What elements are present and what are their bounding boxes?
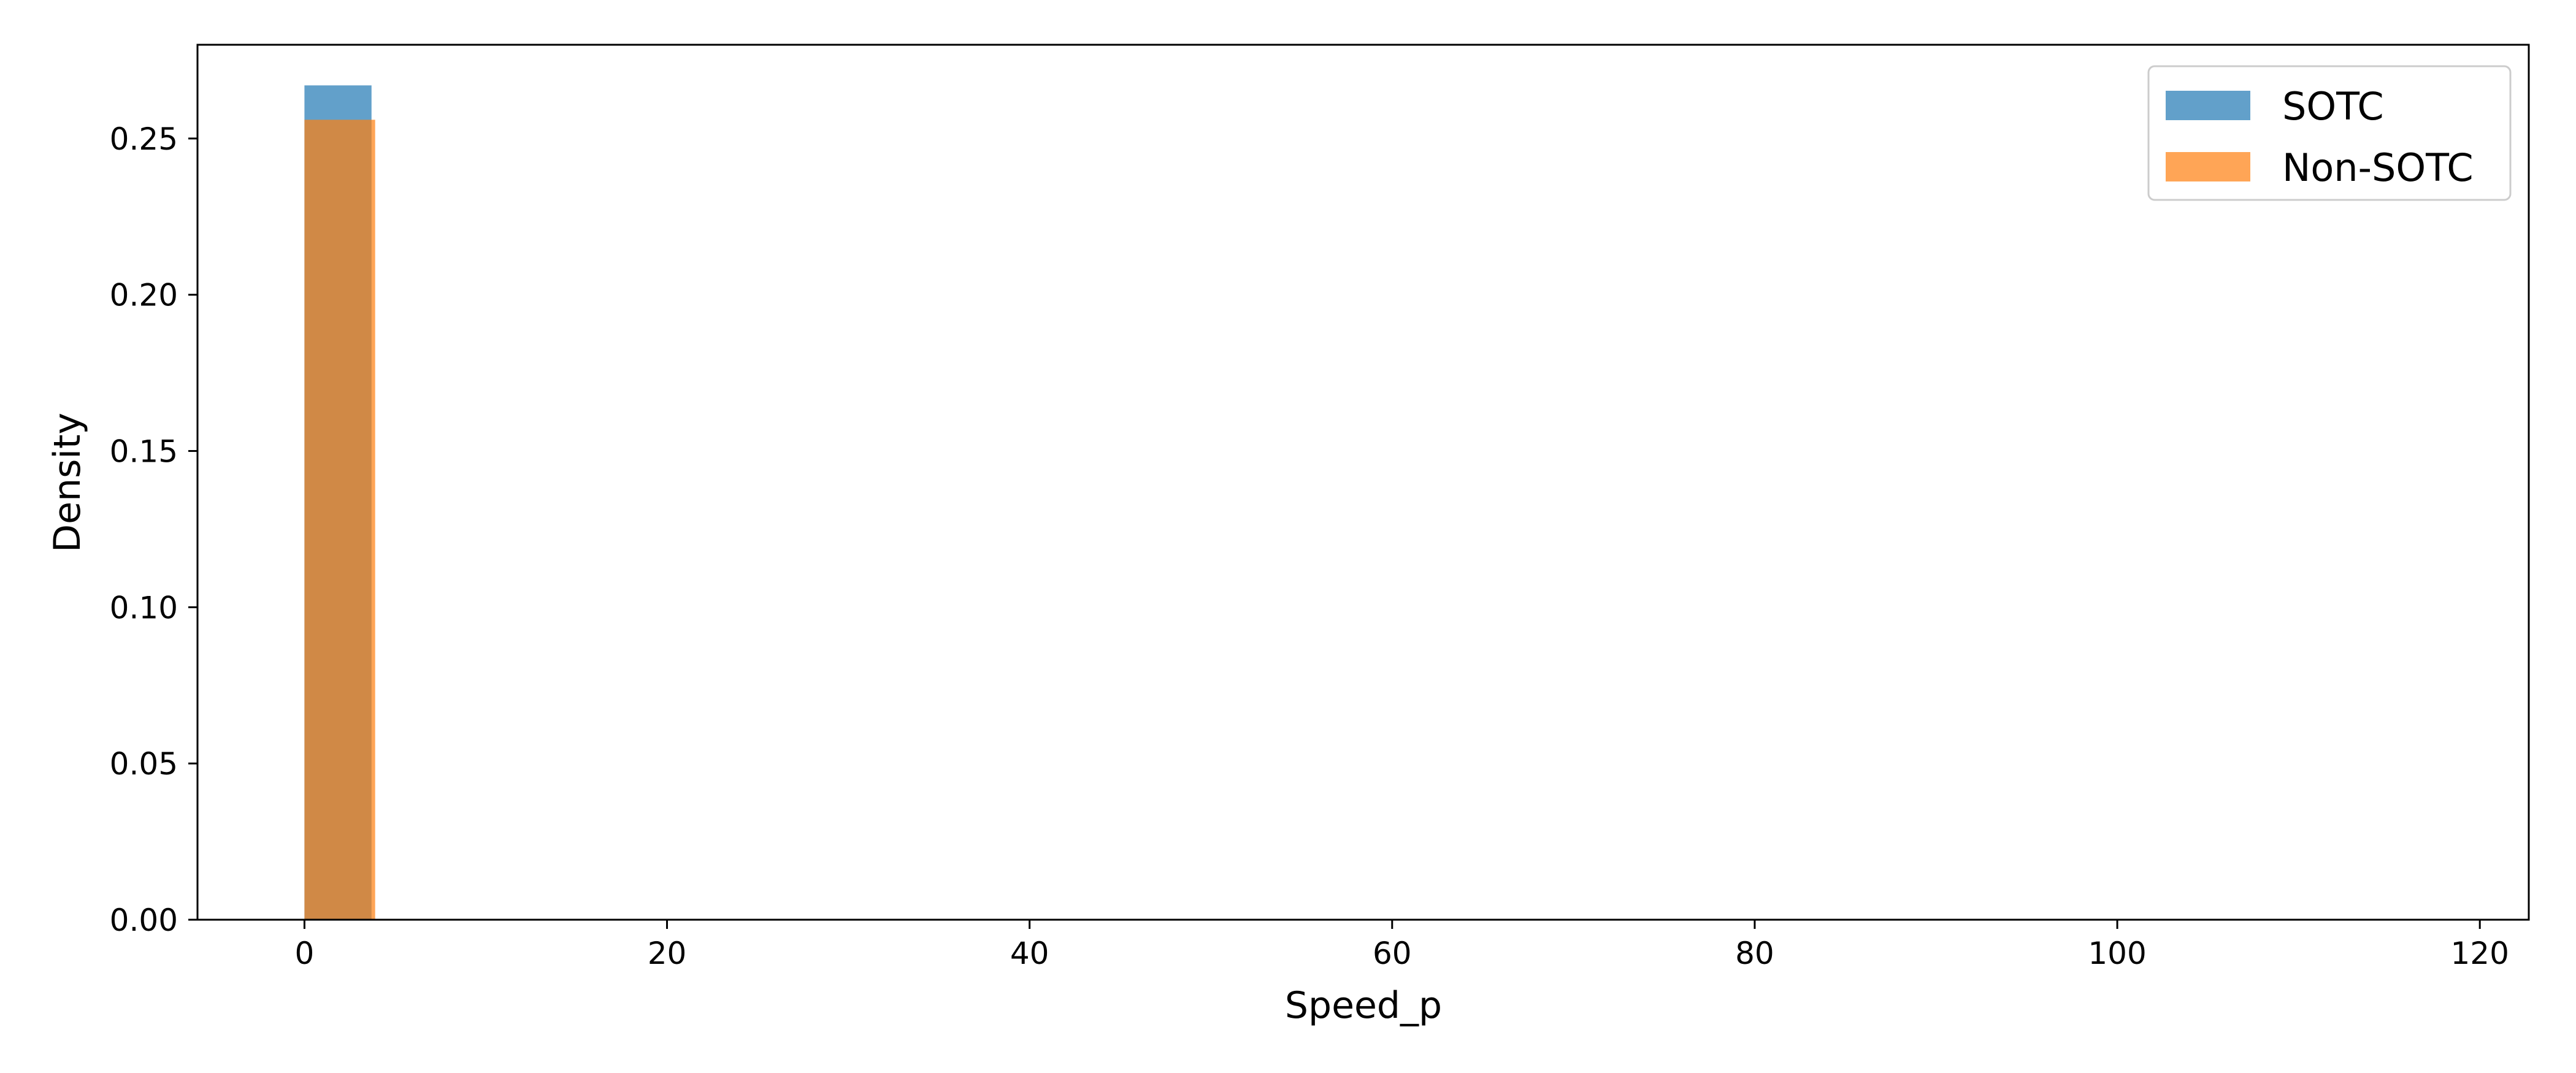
y-axis: 0.00 0.05 0.10 0.15 0.20 0.25 — [110, 121, 197, 938]
legend-swatch-non-sotc — [2166, 152, 2250, 181]
legend-label-non-sotc: Non-SOTC — [2282, 145, 2474, 190]
x-tick-label: 100 — [2088, 936, 2146, 971]
y-tick-label: 0.05 — [110, 746, 178, 782]
plot-frame — [196, 44, 2530, 921]
x-tick-label: 0 — [294, 936, 314, 971]
x-tick-label: 20 — [648, 936, 687, 971]
y-tick-label: 0.25 — [110, 121, 178, 157]
x-axis: 0 20 40 60 80 100 120 — [294, 920, 2509, 971]
y-tick-label: 0.00 — [110, 903, 178, 938]
x-tick-label: 60 — [1373, 936, 1412, 971]
x-axis-label: Speed_p — [1285, 984, 1442, 1027]
legend-swatch-sotc — [2166, 91, 2250, 120]
x-tick-label: 80 — [1735, 936, 1774, 971]
y-tick-label: 0.15 — [110, 434, 178, 470]
x-tick-label: 120 — [2450, 936, 2509, 971]
y-tick-label: 0.10 — [110, 590, 178, 625]
y-axis-label: Density — [46, 413, 89, 552]
legend-label-sotc: SOTC — [2282, 84, 2384, 129]
y-tick-label: 0.20 — [110, 278, 178, 313]
bar-non-sotc-0 — [304, 120, 375, 920]
bars-layer — [304, 85, 375, 920]
x-tick-label: 40 — [1010, 936, 1049, 971]
legend: SOTC Non-SOTC — [2147, 65, 2512, 201]
